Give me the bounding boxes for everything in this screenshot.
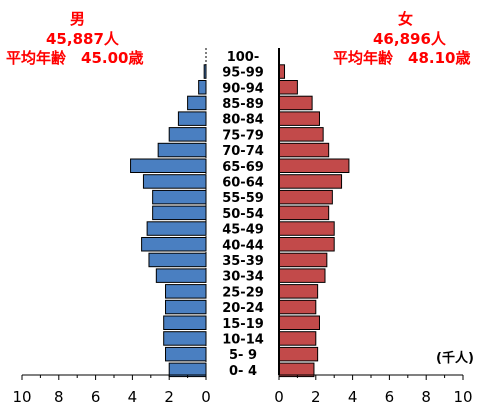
- male-bar-20-24: [165, 299, 207, 315]
- age-group-label: 5- 9: [229, 348, 257, 363]
- male-bar-25-29: [165, 284, 207, 299]
- female-bar-75-79: [278, 127, 324, 142]
- female-bar-25-29: [278, 284, 319, 299]
- female-label: 女: [398, 10, 414, 28]
- male-bar-40-44: [141, 237, 207, 252]
- male-x-tick-label: 4: [128, 388, 138, 406]
- age-group-label: 30-34: [222, 270, 264, 285]
- male-bar-15-19: [163, 315, 207, 330]
- age-group-label: 20-24: [222, 301, 264, 316]
- age-group-label: 45-49: [222, 223, 264, 238]
- female-bar-50-54: [278, 205, 330, 221]
- male-bar-65-69: [130, 158, 207, 173]
- female-bar-70-74: [278, 142, 330, 158]
- male-x-tick-label: 8: [54, 388, 64, 406]
- age-group-label: 90-94: [222, 81, 264, 96]
- male-bar-80-84: [177, 111, 207, 126]
- female-x-tick-label: 10: [453, 388, 472, 406]
- male-label: 男: [70, 10, 86, 28]
- age-group-label: 55-59: [222, 191, 264, 206]
- female-bar-80-84: [278, 111, 320, 126]
- female-bar-10-14: [278, 331, 317, 346]
- female-bar-40-44: [278, 237, 335, 252]
- male-bar-95-99: [203, 64, 207, 79]
- female-x-tick-label: 0: [274, 388, 284, 406]
- age-group-label: 65-69: [222, 160, 264, 175]
- male-x-tick-label: 2: [164, 388, 174, 406]
- age-group-label: 10-14: [222, 332, 264, 347]
- male-bar-45-49: [146, 221, 207, 236]
- female-bar-15-19: [278, 315, 320, 330]
- female-bar-55-59: [278, 189, 333, 205]
- male-x-tick-label: 10: [12, 388, 31, 406]
- female-x-tick-label: 2: [311, 388, 321, 406]
- male-bar-70-74: [157, 142, 207, 158]
- age-group-label: 25-29: [222, 285, 264, 300]
- male-bar-30-34: [155, 268, 207, 283]
- unit-label: (千人): [436, 351, 474, 366]
- female-bar-65-69: [278, 158, 350, 173]
- female-bar-85-89: [278, 95, 313, 111]
- male-bar-85-89: [187, 95, 207, 111]
- female-bar-5-9: [278, 346, 319, 362]
- age-group-label: 85-89: [222, 97, 264, 112]
- age-group-label: 70-74: [222, 144, 264, 159]
- age-group-label: 100-: [227, 50, 260, 65]
- male-x-tick-label: 0: [201, 388, 211, 406]
- age-group-label: 0- 4: [229, 364, 257, 379]
- age-group-label: 40-44: [222, 238, 264, 253]
- male-bar-5-9: [165, 346, 207, 362]
- male-bar-55-59: [152, 189, 207, 205]
- male-bar-90-94: [198, 80, 207, 95]
- female-total: 46,896人: [373, 30, 446, 48]
- female-bar-30-34: [278, 268, 326, 283]
- male-bar-10-14: [163, 331, 207, 346]
- male-bar-50-54: [152, 205, 207, 221]
- age-group-label: 75-79: [222, 128, 264, 143]
- male-bar-75-79: [168, 127, 207, 142]
- age-group-label: 60-64: [222, 175, 264, 190]
- male-x-tick-label: 6: [91, 388, 101, 406]
- female-bar-45-49: [278, 221, 335, 236]
- male-bar-60-64: [142, 174, 207, 189]
- female-bar-60-64: [278, 174, 343, 189]
- age-group-label: 50-54: [222, 207, 264, 222]
- female-bar-35-39: [278, 252, 328, 268]
- age-group-label: 80-84: [222, 113, 264, 128]
- female-average-age: 平均年齢 48.10歳: [333, 49, 471, 67]
- male-total: 45,887人: [46, 30, 119, 48]
- male-average-age: 平均年齢 45.00歳: [6, 49, 144, 67]
- age-group-label: 35-39: [222, 254, 264, 269]
- female-bar-20-24: [278, 299, 317, 315]
- female-x-tick-label: 4: [348, 388, 358, 406]
- age-group-label: 95-99: [222, 66, 264, 81]
- female-x-tick-label: 8: [421, 388, 431, 406]
- age-group-label: 15-19: [222, 317, 264, 332]
- female-x-tick-label: 6: [385, 388, 395, 406]
- male-bar-35-39: [148, 252, 207, 268]
- female-bar-90-94: [278, 80, 298, 95]
